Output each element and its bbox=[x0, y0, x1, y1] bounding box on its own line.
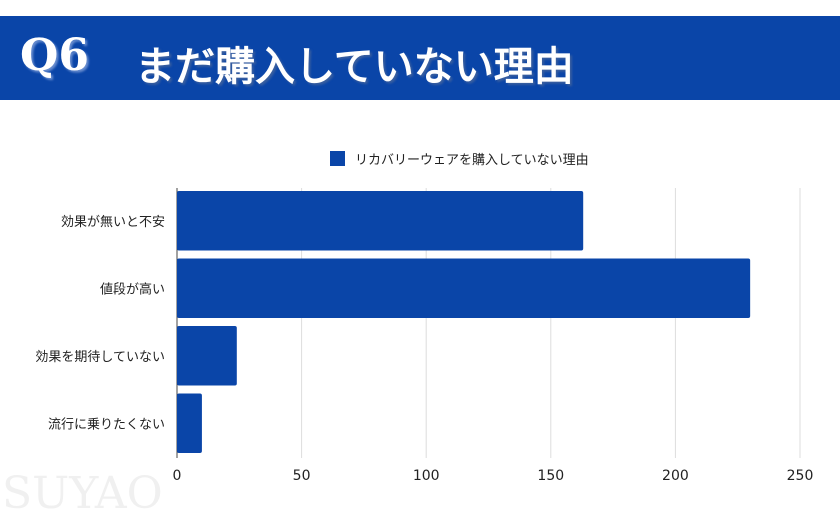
bar bbox=[177, 326, 237, 386]
x-tick-label: 0 bbox=[173, 468, 182, 484]
x-tick-label: 50 bbox=[293, 468, 311, 484]
legend-swatch bbox=[330, 151, 345, 166]
x-tick-label: 200 bbox=[662, 468, 689, 484]
x-tick-label: 250 bbox=[787, 468, 814, 484]
y-category-label: 流行に乗りたくない bbox=[48, 417, 165, 432]
bar bbox=[177, 393, 202, 453]
x-tick-label: 150 bbox=[537, 468, 564, 484]
question-number: Q6 bbox=[20, 30, 89, 81]
y-category-label: 効果を期待していない bbox=[35, 350, 165, 365]
page-title: まだ購入していない理由 bbox=[135, 43, 574, 90]
y-category-label: 効果が無いと不安 bbox=[61, 215, 165, 230]
x-tick-label: 100 bbox=[413, 468, 440, 484]
watermark-logo: SUYAO bbox=[2, 468, 163, 519]
bar bbox=[177, 191, 584, 251]
title-banner: Q6 まだ購入していない理由 bbox=[0, 16, 840, 100]
y-category-label: 値段が高い bbox=[100, 281, 165, 297]
bar bbox=[177, 258, 751, 318]
legend-label: リカバリーウェアを購入していない理由 bbox=[355, 153, 589, 168]
